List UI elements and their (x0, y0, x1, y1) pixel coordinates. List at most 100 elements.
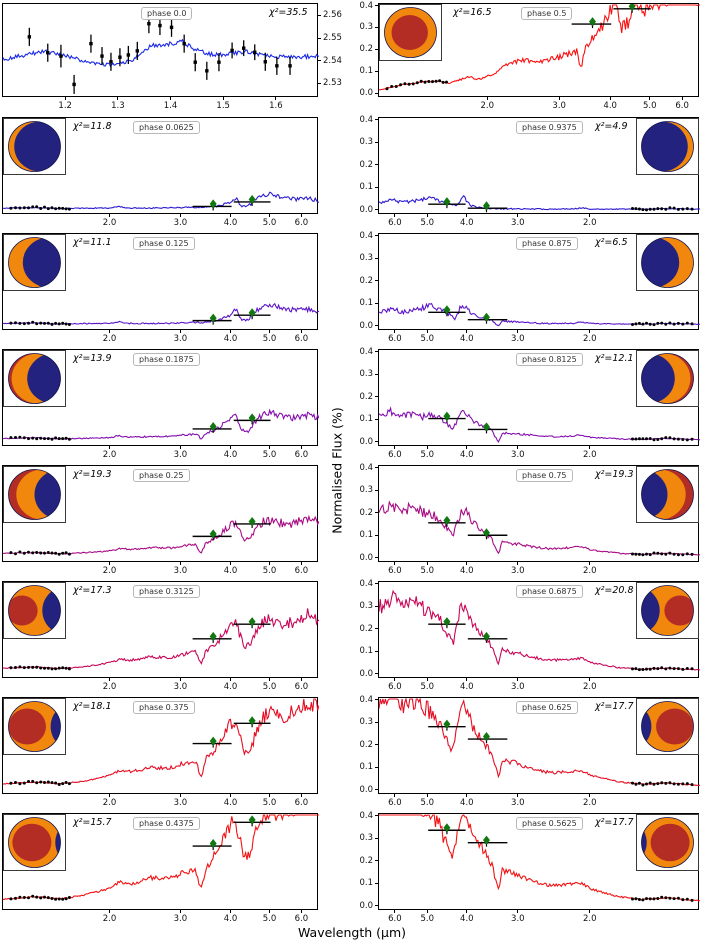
phase-map-disk (8, 121, 61, 172)
spectrum-plot-phase-0.0625 (3, 191, 319, 211)
photometry-dot (672, 782, 676, 786)
photometry-dot (39, 780, 43, 784)
y-tick-label: 0.3 (359, 601, 373, 612)
data-point (27, 35, 32, 39)
photometry-dot (668, 321, 672, 325)
photometry-dot (652, 551, 656, 555)
phase-map-inset (636, 118, 699, 175)
phase-label: phase 0.625 (516, 701, 578, 714)
x-tick-label: 5.0 (420, 682, 434, 692)
x-tick-label: 6.0 (388, 682, 402, 692)
photometry-dot (9, 666, 13, 670)
y-tick-mark (318, 60, 321, 62)
data-point (182, 41, 186, 46)
model-diamond-marker (209, 421, 217, 431)
photometry-dot (27, 896, 30, 900)
spectrum-panel-phase-0.4375: χ²=15.7 phase 0.4375 (2, 813, 319, 910)
spectrum-panel-phase-0.5: χ²=16.5 phase 0.5 (378, 3, 700, 97)
x-tick-label: 3.0 (173, 218, 188, 228)
photometry-dot (637, 321, 641, 325)
photometry-dot (427, 80, 431, 83)
photometry-dot (685, 438, 689, 442)
photometry-dot (18, 321, 22, 325)
x-tick-mark (466, 562, 468, 565)
x-tick-mark (466, 910, 468, 913)
disk-red-region (391, 15, 428, 50)
y-tick-label: 2.55 (323, 33, 342, 44)
photometry-dot (27, 780, 30, 783)
y-tick-label: 0.2 (359, 739, 373, 750)
model-diamond-marker (209, 839, 217, 849)
photometry-dot (652, 207, 656, 211)
disk-navy-region (27, 353, 61, 404)
model-diamond-marker (443, 305, 451, 315)
spectrum-panel-phase-0.3125: χ²=17.3 phase 0.3125 (2, 581, 319, 678)
chi2-label: χ²=18.1 (73, 701, 112, 712)
y-tick-label: 0.0 (359, 88, 373, 99)
photometry-dot (664, 667, 668, 671)
spectrum-panel-phase-0.875: χ²=6.5 phase 0.875 (378, 233, 700, 330)
data-point (158, 23, 162, 28)
y-tick-label: 0.4 (359, 578, 373, 589)
y-tick-mark (375, 467, 378, 469)
x-tick-label: 3.0 (511, 566, 525, 576)
photometry-dot (641, 437, 645, 441)
photometry-dot (57, 897, 61, 901)
model-diamond-marker (443, 411, 451, 421)
chi2-label: χ²=17.7 (595, 817, 634, 828)
x-tick-mark (269, 678, 271, 681)
x-tick-mark (426, 910, 428, 913)
photometry-dot (54, 781, 58, 785)
photometry-dot (35, 322, 39, 326)
x-tick-label: 3.0 (173, 682, 188, 692)
y-tick-mark (375, 512, 378, 514)
x-tick-label: 4.0 (223, 682, 238, 692)
chi2-label: χ²=17.7 (595, 701, 634, 712)
disk-navy-region (42, 585, 61, 636)
y-tick-label: 0.4 (359, 114, 373, 125)
photometry-dot (445, 80, 448, 84)
x-tick-mark (517, 910, 519, 913)
photometry-dot (35, 551, 39, 554)
photometry-dot (18, 782, 22, 786)
model-diamond-marker (248, 716, 256, 726)
x-tick-mark (109, 330, 111, 333)
x-tick-mark (426, 214, 428, 217)
photometry-dot (67, 667, 71, 671)
phase-map-inset (636, 350, 699, 407)
photometry-dot (14, 206, 17, 210)
photometry-dot (656, 667, 660, 671)
spectrum-plot-phase-0.5 (379, 4, 700, 91)
photometry-dot (656, 897, 660, 900)
x-tick-mark (589, 330, 591, 333)
spectrum-plot-phase-0.5625 (379, 814, 700, 902)
disk-navy-region (641, 353, 675, 404)
spectrum-line (3, 191, 319, 210)
photometry-dot (676, 437, 680, 441)
photometry-dot (431, 80, 434, 84)
photometry-dot (39, 321, 43, 325)
x-tick-label: 4.0 (603, 101, 617, 111)
spectrum-line (379, 195, 700, 211)
photometry-dot (31, 779, 35, 783)
data-point (118, 55, 122, 59)
photometry-dot (690, 437, 694, 441)
phase-label: phase 0.9375 (516, 121, 583, 134)
model-diamond-marker (482, 201, 490, 211)
x-tick-mark (394, 214, 396, 217)
x-tick-label: 6.0 (294, 334, 309, 344)
y-tick-mark (375, 673, 378, 675)
model-diamond-marker (248, 815, 256, 825)
model-diamond-marker (589, 17, 597, 27)
photometry-dot (423, 80, 427, 84)
photometry-dot (54, 436, 58, 440)
photometry-dot (664, 552, 668, 556)
x-tick-mark (179, 330, 181, 333)
disk-navy-region (14, 121, 61, 172)
photometry-dot (681, 207, 685, 211)
y-tick-mark (375, 302, 378, 304)
x-tick-mark (466, 794, 468, 797)
photometry-dot (641, 553, 645, 557)
photometry-dot (9, 206, 13, 210)
phase-map-disk (641, 121, 694, 172)
